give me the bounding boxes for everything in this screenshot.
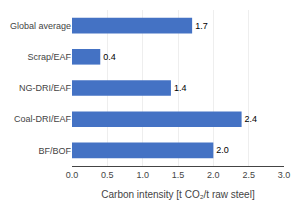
svg-text:1.4: 1.4 bbox=[174, 83, 187, 93]
svg-text:Scrap/EAF: Scrap/EAF bbox=[27, 52, 71, 62]
svg-text:Global average: Global average bbox=[10, 21, 71, 31]
svg-text:0.0: 0.0 bbox=[66, 170, 79, 180]
svg-text:2.4: 2.4 bbox=[245, 114, 258, 124]
svg-text:0.5: 0.5 bbox=[101, 170, 114, 180]
svg-text:2.0: 2.0 bbox=[216, 145, 229, 155]
svg-text:0.4: 0.4 bbox=[103, 52, 116, 62]
svg-text:1.5: 1.5 bbox=[172, 170, 185, 180]
svg-text:1.7: 1.7 bbox=[195, 21, 208, 31]
svg-text:BF/BOF: BF/BOF bbox=[38, 146, 71, 156]
svg-text:Carbon intensity [t CO₂/t raw: Carbon intensity [t CO₂/t raw steel] bbox=[101, 189, 255, 200]
svg-text:1.0: 1.0 bbox=[136, 170, 149, 180]
svg-text:2.0: 2.0 bbox=[207, 170, 220, 180]
svg-text:NG-DRI/EAF: NG-DRI/EAF bbox=[19, 83, 72, 93]
svg-text:3.0: 3.0 bbox=[278, 170, 291, 180]
svg-text:2.5: 2.5 bbox=[242, 170, 255, 180]
svg-text:Coal-DRI/EAF: Coal-DRI/EAF bbox=[14, 114, 72, 124]
